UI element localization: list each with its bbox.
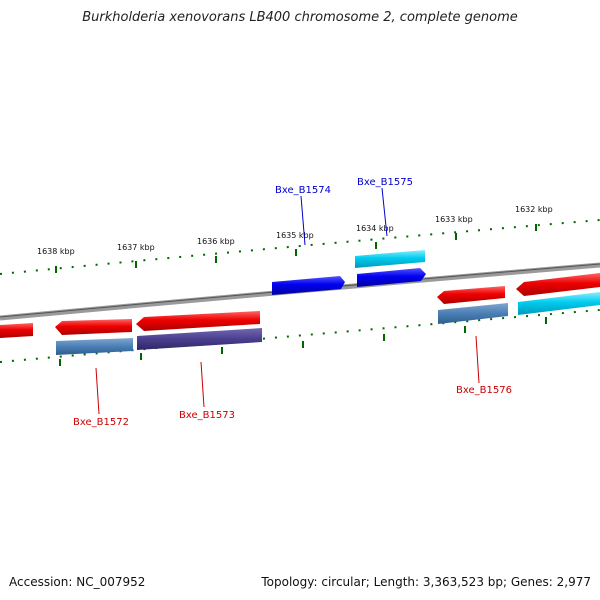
gene-bxe-b1575-arrow[interactable] [357, 268, 426, 287]
gene-left-edge-arrow[interactable] [0, 323, 33, 338]
gene-bxe-b1575-feature[interactable] [355, 250, 425, 268]
kbp-label: 1632 kbp [515, 205, 553, 214]
gene-bxe-b1573-feature[interactable] [137, 328, 262, 350]
leader-line [300, 195, 306, 246]
gene-label-bxe-b1574[interactable]: Bxe_B1574 [275, 185, 331, 196]
gene-right-edge-feature[interactable] [518, 292, 600, 315]
leader-line [95, 367, 100, 415]
accession-text: Accession: NC_007952 [9, 575, 146, 589]
gene-right-edge-arrow[interactable] [516, 273, 600, 296]
kbp-label: 1638 kbp [37, 247, 75, 256]
kbp-label: 1633 kbp [435, 215, 473, 224]
upper-major-ticks [55, 224, 537, 273]
topology-text: Topology: circular; Length: 3,363,523 bp… [261, 575, 591, 589]
gene-bxe-b1574-arrow[interactable] [272, 276, 345, 295]
gene-labels: Bxe_B1574 Bxe_B1575 Bxe_B1572 Bxe_B1573 … [73, 177, 512, 428]
map-title: Burkholderia xenovorans LB400 chromosome… [82, 10, 518, 25]
gene-bxe-b1572-arrow[interactable] [55, 319, 132, 335]
kbp-label: 1637 kbp [117, 243, 155, 252]
gene-bxe-b1576-feature[interactable] [438, 303, 508, 324]
kbp-label: 1634 kbp [356, 224, 394, 233]
gene-label-bxe-b1575[interactable]: Bxe_B1575 [357, 177, 413, 188]
label-leaders [95, 187, 480, 415]
leader-line [381, 187, 388, 237]
lower-scale-track [0, 309, 600, 363]
kbp-labels: 1638 kbp 1637 kbp 1636 kbp 1635 kbp 1634… [37, 205, 553, 256]
leader-line [200, 361, 205, 408]
gene-label-bxe-b1572[interactable]: Bxe_B1572 [73, 417, 129, 428]
gene-label-bxe-b1573[interactable]: Bxe_B1573 [179, 410, 235, 421]
kbp-label: 1635 kbp [276, 231, 314, 240]
gene-label-bxe-b1576[interactable]: Bxe_B1576 [456, 385, 512, 396]
kbp-label: 1636 kbp [197, 237, 235, 246]
leader-line [475, 335, 480, 384]
upper-scale-track [0, 219, 600, 275]
gene-bxe-b1576-arrow[interactable] [437, 286, 505, 304]
gene-bxe-b1572-feature[interactable] [56, 338, 133, 355]
lower-major-ticks [59, 317, 547, 366]
gene-bxe-b1573-arrow[interactable] [136, 311, 260, 331]
